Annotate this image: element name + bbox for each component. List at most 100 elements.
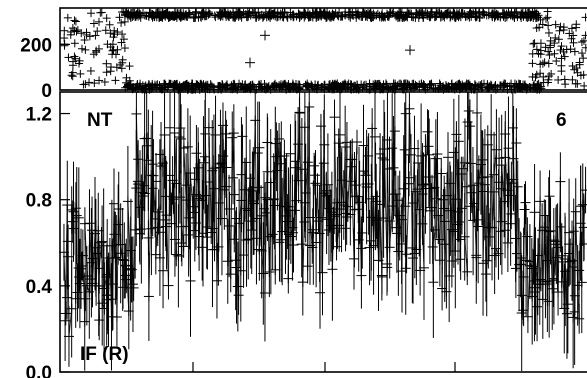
top-point bbox=[90, 79, 99, 88]
top-point bbox=[177, 11, 186, 20]
top-point bbox=[579, 70, 587, 79]
top-point bbox=[544, 21, 553, 30]
top-point bbox=[235, 79, 244, 88]
top-point bbox=[544, 47, 553, 56]
top-point bbox=[245, 57, 255, 68]
top-point bbox=[388, 83, 397, 92]
top-point bbox=[579, 54, 587, 63]
top-point bbox=[254, 8, 263, 17]
top-point bbox=[456, 13, 465, 22]
top-point bbox=[230, 12, 239, 21]
top-point bbox=[340, 79, 349, 88]
top-point bbox=[547, 69, 556, 78]
top-point bbox=[312, 8, 321, 17]
top-point bbox=[119, 7, 128, 16]
top-point bbox=[400, 81, 409, 90]
top-point bbox=[369, 80, 378, 89]
top-point bbox=[305, 12, 314, 21]
top-point bbox=[199, 8, 208, 17]
top-point bbox=[541, 43, 550, 52]
top-point bbox=[572, 23, 581, 32]
top-point bbox=[447, 80, 456, 89]
top-point bbox=[418, 82, 427, 91]
top-point bbox=[543, 7, 552, 16]
top-point bbox=[251, 13, 260, 22]
top-point bbox=[170, 83, 179, 92]
top-point bbox=[163, 8, 172, 17]
top-point bbox=[562, 45, 571, 54]
top-point bbox=[120, 44, 129, 53]
top-point bbox=[148, 13, 157, 22]
top-point bbox=[120, 17, 129, 26]
top-point bbox=[183, 12, 192, 21]
top-point bbox=[70, 52, 79, 61]
top-point bbox=[355, 83, 364, 92]
top-point bbox=[80, 36, 89, 45]
top-point bbox=[101, 26, 110, 35]
top-point bbox=[79, 80, 88, 89]
top-point bbox=[444, 8, 453, 17]
top-panel: 0 200 bbox=[20, 7, 587, 102]
top-point bbox=[575, 60, 584, 69]
top-point bbox=[122, 78, 131, 87]
top-point bbox=[60, 41, 69, 50]
top-point bbox=[324, 84, 333, 93]
top-point bbox=[404, 80, 413, 89]
top-point bbox=[215, 82, 224, 91]
top-point bbox=[132, 10, 141, 19]
top-point bbox=[93, 27, 102, 36]
top-point bbox=[513, 84, 522, 93]
top-point bbox=[411, 13, 420, 22]
top-point bbox=[117, 18, 126, 27]
top-point bbox=[506, 10, 515, 19]
top-point bbox=[322, 13, 331, 22]
top-point bbox=[431, 12, 440, 21]
top-point bbox=[554, 75, 563, 84]
top-point bbox=[260, 30, 270, 41]
top-point bbox=[96, 8, 105, 17]
top-point bbox=[557, 67, 566, 76]
top-point bbox=[399, 12, 408, 21]
top-point bbox=[131, 83, 140, 92]
top-point bbox=[70, 26, 79, 35]
top-point bbox=[91, 31, 100, 40]
top-panel-frame bbox=[59, 7, 587, 91]
top-point bbox=[389, 8, 398, 17]
top-point bbox=[117, 38, 126, 47]
top-point bbox=[556, 46, 565, 55]
top-point bbox=[163, 83, 172, 92]
top-point bbox=[365, 82, 374, 91]
top-point bbox=[535, 23, 544, 32]
top-point bbox=[560, 52, 569, 61]
top-point bbox=[270, 7, 279, 16]
top-point bbox=[64, 53, 73, 62]
top-point bbox=[366, 9, 375, 18]
bottom-y-tick-label: 0.0 bbox=[26, 363, 52, 378]
top-point bbox=[483, 83, 492, 92]
top-point bbox=[571, 79, 580, 88]
top-point bbox=[113, 45, 122, 54]
top-point bbox=[94, 17, 103, 26]
top-point bbox=[68, 68, 77, 77]
top-point bbox=[179, 81, 188, 90]
top-point bbox=[580, 81, 587, 90]
top-point bbox=[223, 11, 232, 20]
top-point bbox=[285, 83, 294, 92]
top-point bbox=[577, 49, 586, 58]
top-point bbox=[428, 7, 437, 16]
top-point bbox=[311, 9, 320, 18]
top-point bbox=[244, 9, 253, 18]
top-point bbox=[515, 80, 524, 89]
top-point bbox=[196, 12, 205, 21]
top-point bbox=[335, 8, 344, 17]
top-point bbox=[200, 12, 209, 21]
top-point bbox=[341, 10, 350, 19]
top-point bbox=[121, 8, 130, 17]
top-point bbox=[418, 11, 427, 20]
top-point bbox=[523, 84, 532, 93]
top-point bbox=[379, 13, 388, 22]
top-point bbox=[550, 49, 559, 58]
top-point bbox=[289, 10, 298, 19]
top-point bbox=[551, 20, 560, 29]
top-point bbox=[570, 47, 579, 56]
